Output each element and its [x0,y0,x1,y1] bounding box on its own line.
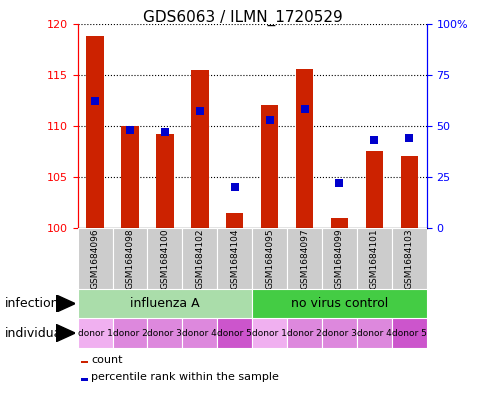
Text: donor 5: donor 5 [391,329,426,338]
Bar [217,318,252,348]
Bar [226,213,243,228]
Polygon shape [56,324,75,342]
Text: donor 3: donor 3 [147,329,182,338]
Bar [77,318,112,348]
Text: donor 3: donor 3 [321,329,356,338]
Bar [252,289,426,318]
Bar [391,318,426,348]
Text: GSM1684104: GSM1684104 [230,228,239,288]
Bar [217,228,252,289]
Bar [252,318,287,348]
Polygon shape [56,295,75,312]
Point [405,135,412,141]
Bar [365,151,382,228]
Bar [252,228,287,289]
Bar [81,361,88,364]
Point [91,98,99,105]
Bar [77,228,112,289]
Text: GSM1684100: GSM1684100 [160,228,169,289]
Text: GSM1684096: GSM1684096 [91,228,99,289]
Text: donor 4: donor 4 [356,329,391,338]
Text: donor 4: donor 4 [182,329,217,338]
Text: GSM1684102: GSM1684102 [195,228,204,288]
Bar [182,318,217,348]
Text: count: count [91,355,122,365]
Point [335,180,343,186]
Bar [295,68,313,228]
Bar [147,318,182,348]
Bar [156,134,173,228]
Bar [81,378,88,381]
Bar [121,126,138,228]
Text: GSM1684095: GSM1684095 [265,228,273,289]
Bar [321,318,356,348]
Bar [77,289,252,318]
Point [265,116,273,123]
Point [370,137,378,143]
Bar [356,318,391,348]
Point [126,127,134,133]
Text: influenza A: influenza A [130,297,199,310]
Bar [330,218,348,228]
Bar [287,318,321,348]
Bar [112,228,147,289]
Text: donor 5: donor 5 [217,329,252,338]
Bar [391,228,426,289]
Text: GSM1684098: GSM1684098 [125,228,134,289]
Text: donor 2: donor 2 [112,329,147,338]
Point [230,184,238,190]
Bar [182,228,217,289]
Text: individual: individual [5,327,66,340]
Bar [321,228,356,289]
Bar [86,36,104,228]
Text: infection: infection [5,297,59,310]
Text: GSM1684101: GSM1684101 [369,228,378,289]
Text: percentile rank within the sample: percentile rank within the sample [91,372,278,382]
Text: donor 1: donor 1 [252,329,287,338]
Text: GSM1684097: GSM1684097 [300,228,308,289]
Bar [191,70,208,228]
Bar [287,228,321,289]
Text: donor 1: donor 1 [77,329,112,338]
Point [300,106,308,112]
Bar [260,105,278,228]
Text: donor 2: donor 2 [287,329,321,338]
Text: no virus control: no virus control [290,297,387,310]
Bar [400,156,417,228]
Bar [112,318,147,348]
Bar [147,228,182,289]
Point [196,108,203,115]
Text: GDS6063 / ILMN_1720529: GDS6063 / ILMN_1720529 [142,10,342,26]
Text: GSM1684103: GSM1684103 [404,228,413,289]
Bar [356,228,391,289]
Point [161,129,168,135]
Text: GSM1684099: GSM1684099 [334,228,343,289]
